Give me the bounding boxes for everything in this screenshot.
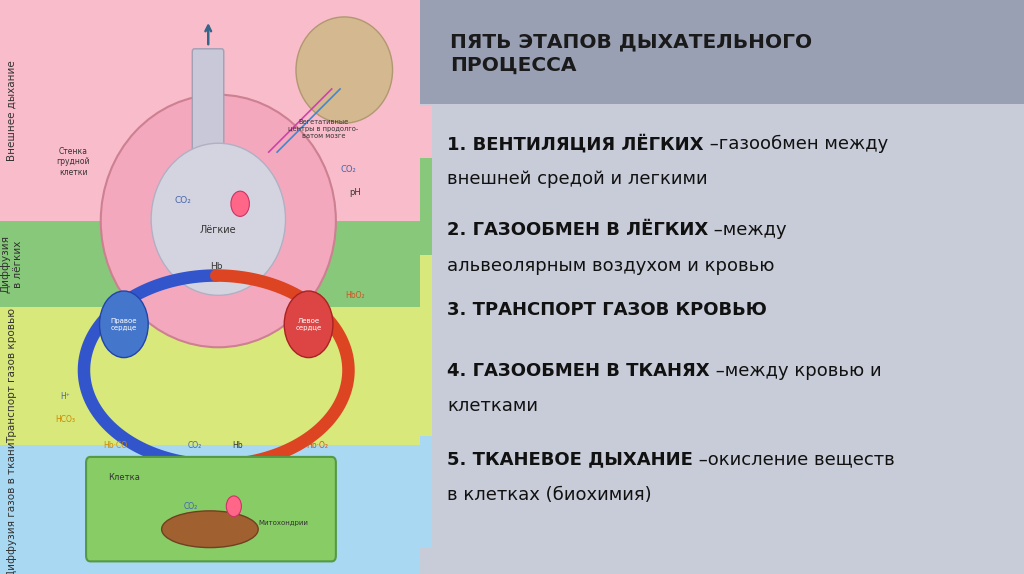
Text: 4. ГАЗООБМЕН В ТКАНЯХ: 4. ГАЗООБМЕН В ТКАНЯХ [447, 362, 710, 379]
Text: Клетка: Клетка [108, 473, 140, 482]
Text: –между кровью и: –между кровью и [710, 362, 882, 379]
Bar [0, 307, 420, 445]
Text: 5. ТКАНЕВОЕ ДЫХАНИЕ: 5. ТКАНЕВОЕ ДЫХАНИЕ [447, 451, 693, 468]
Text: Hb·O₂: Hb·O₂ [306, 441, 328, 450]
Ellipse shape [162, 511, 258, 548]
Text: –окисление веществ: –окисление веществ [693, 451, 895, 468]
Bar [420, 0, 1024, 104]
Text: CO₂: CO₂ [184, 502, 199, 511]
Circle shape [226, 496, 242, 517]
Text: Митохондрии: Митохондрии [258, 521, 308, 526]
Bar [420, 336, 432, 436]
Bar [420, 106, 432, 158]
Text: Диффузия газов в ткани: Диффузия газов в ткани [7, 441, 16, 574]
Text: Hb: Hb [210, 262, 222, 272]
Text: внешней средой и легкими: внешней средой и легкими [447, 170, 708, 188]
Circle shape [230, 191, 250, 216]
Bar [420, 158, 432, 255]
Text: 1. ВЕНТИЛЯЦИЯ ЛЁГКИХ: 1. ВЕНТИЛЯЦИЯ ЛЁГКИХ [447, 135, 703, 154]
Bar [420, 436, 432, 548]
Text: Внешнее дыхание: Внешнее дыхание [7, 60, 16, 161]
Text: Правое
сердце: Правое сердце [111, 318, 137, 331]
Text: Hb·CO: Hb·CO [103, 441, 128, 450]
Text: CO₂: CO₂ [341, 165, 356, 174]
Text: 3. ТРАНСПОРТ ГАЗОВ КРОВЬЮ: 3. ТРАНСПОРТ ГАЗОВ КРОВЬЮ [447, 301, 767, 319]
Text: Транспорт газов кровью: Транспорт газов кровью [7, 308, 16, 444]
Text: ПЯТЬ ЭТАПОВ ДЫХАТЕЛЬНОГО
ПРОЦЕССА: ПЯТЬ ЭТАПОВ ДЫХАТЕЛЬНОГО ПРОЦЕССА [451, 33, 812, 75]
Circle shape [99, 291, 148, 358]
Text: 2. ГАЗООБМЕН В ЛЁГКИХ: 2. ГАЗООБМЕН В ЛЁГКИХ [447, 221, 709, 239]
Text: Левое
сердце: Левое сердце [296, 318, 322, 331]
Text: клетками: клетками [447, 397, 538, 415]
Bar [420, 255, 432, 336]
Ellipse shape [296, 17, 392, 123]
Text: –между: –между [709, 221, 786, 239]
Text: Лёгкие: Лёгкие [200, 224, 237, 235]
Text: CO₂: CO₂ [188, 441, 203, 450]
Text: –газообмен между: –газообмен между [703, 135, 888, 153]
Ellipse shape [100, 95, 336, 347]
Text: Диффузия
в лёгких: Диффузия в лёгких [1, 235, 23, 293]
Text: Вегетативные
центры в продолго-
ватом мозге: Вегетативные центры в продолго- ватом мо… [288, 119, 358, 139]
FancyBboxPatch shape [193, 49, 224, 166]
FancyBboxPatch shape [86, 457, 336, 561]
Text: HbO₂: HbO₂ [345, 291, 365, 300]
Bar [0, 445, 420, 574]
Text: в клетках (биохимия): в клетках (биохимия) [447, 486, 651, 504]
Circle shape [285, 291, 333, 358]
Text: альвеолярным воздухом и кровью: альвеолярным воздухом и кровью [447, 257, 774, 274]
Text: pH: pH [349, 188, 360, 197]
Bar [0, 221, 420, 307]
Text: Стенка
грудной
клетки: Стенка грудной клетки [56, 147, 90, 177]
Text: H⁺: H⁺ [60, 391, 70, 401]
Ellipse shape [152, 144, 286, 296]
Bar [0, 0, 420, 221]
Text: HCO₃: HCO₃ [55, 414, 75, 424]
Text: Hb: Hb [231, 441, 243, 450]
Text: CO₂: CO₂ [174, 196, 191, 205]
